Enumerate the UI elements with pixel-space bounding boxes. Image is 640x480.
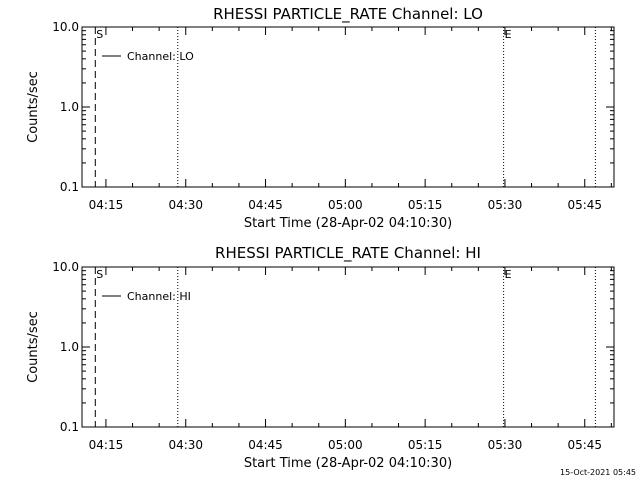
y-axis-label: Counts/sec [26,311,41,383]
footer-timestamp: 15-Oct-2021 05:45 [560,468,636,477]
x-tick-label: 05:30 [488,198,523,212]
y-tick-label: 1.0 [60,100,79,114]
x-tick-label: 05:15 [408,438,443,452]
y-tick-label: 0.1 [60,420,79,434]
x-tick-label: 05:45 [567,198,602,212]
marker-label-e: E [505,268,512,281]
x-tick-label: 05:30 [488,438,523,452]
panel-hi: RHESSI PARTICLE_RATE Channel: HI Start Ti… [26,244,615,471]
x-tick-label: 04:45 [248,438,283,452]
x-axis-label: Start Time (28-Apr-02 04:10:30) [244,216,452,231]
x-tick-label: 05:15 [408,198,443,212]
chart-title: RHESSI PARTICLE_RATE Channel: HI [215,244,481,263]
y-axis-label: Counts/sec [26,71,41,143]
marker-label-s: S [96,268,103,281]
x-tick-label: 05:00 [328,198,363,212]
legend-entry: Channel: LO [127,50,194,63]
y-tick-label: 10.0 [52,260,79,274]
x-tick-label: 04:45 [248,198,283,212]
y-tick-label: 10.0 [52,20,79,34]
y-tick-label: 0.1 [60,180,79,194]
x-tick-label: 04:30 [168,198,203,212]
x-tick-label: 04:15 [89,438,124,452]
panel-lo: RHESSI PARTICLE_RATE Channel: LO Start Ti… [26,5,615,231]
x-axis-label: Start Time (28-Apr-02 04:10:30) [244,456,452,471]
y-tick-label: 1.0 [60,340,79,354]
x-tick-label: 04:15 [89,198,124,212]
marker-label-e: E [505,28,512,41]
legend-entry: Channel: HI [127,290,191,303]
x-tick-label: 05:45 [567,438,602,452]
marker-label-s: S [96,28,103,41]
chart-title: RHESSI PARTICLE_RATE Channel: LO [213,5,483,24]
x-tick-label: 04:30 [168,438,203,452]
x-tick-label: 05:00 [328,438,363,452]
